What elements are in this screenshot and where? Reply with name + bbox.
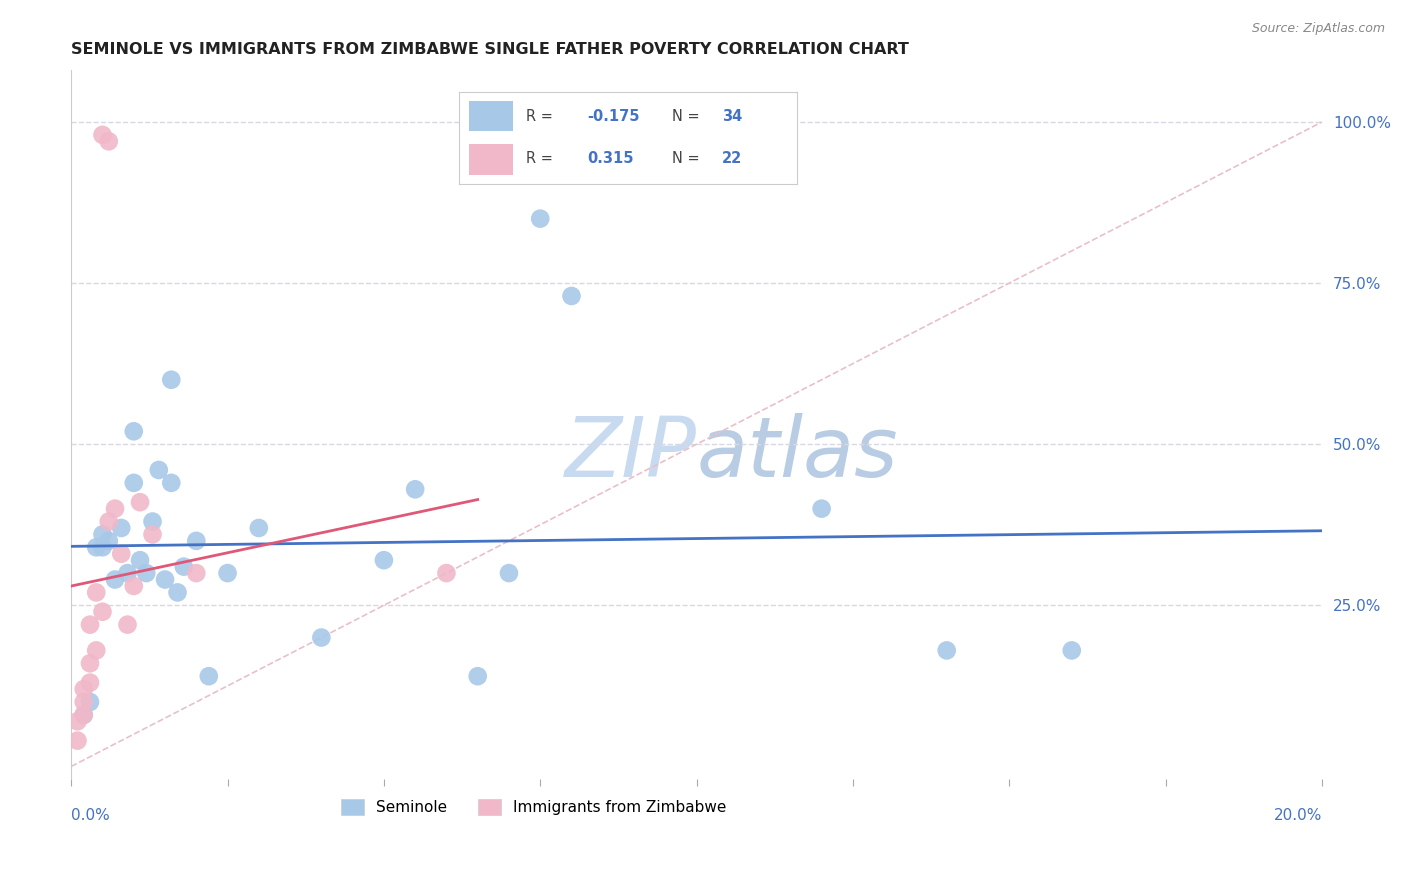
- Point: [73, 682, 96, 697]
- Point: [73, 707, 96, 722]
- Point: [79, 695, 101, 709]
- Point: [110, 547, 132, 561]
- Point: [404, 483, 426, 497]
- Point: [91, 527, 114, 541]
- Point: [110, 521, 132, 535]
- Point: [436, 566, 458, 580]
- Point: [122, 475, 145, 490]
- Point: [247, 521, 270, 535]
- Point: [498, 566, 520, 580]
- Point: [91, 128, 114, 142]
- Text: 0.0%: 0.0%: [72, 808, 110, 823]
- Point: [66, 714, 89, 729]
- Point: [84, 585, 107, 599]
- Point: [73, 695, 96, 709]
- Point: [311, 631, 333, 645]
- Point: [141, 527, 163, 541]
- Point: [141, 515, 163, 529]
- Point: [810, 501, 832, 516]
- Point: [560, 289, 582, 303]
- Point: [217, 566, 239, 580]
- Point: [129, 495, 152, 509]
- Point: [153, 573, 176, 587]
- Point: [135, 566, 157, 580]
- Point: [173, 559, 195, 574]
- Point: [117, 566, 139, 580]
- Text: ZIP: ZIP: [565, 413, 696, 493]
- Text: Source: ZipAtlas.com: Source: ZipAtlas.com: [1251, 22, 1385, 36]
- Point: [373, 553, 395, 567]
- Point: [104, 501, 127, 516]
- Point: [160, 475, 183, 490]
- Point: [935, 643, 957, 657]
- Point: [97, 533, 120, 548]
- Point: [97, 515, 120, 529]
- Point: [166, 585, 188, 599]
- Point: [79, 617, 101, 632]
- Point: [66, 733, 89, 747]
- Point: [529, 211, 551, 226]
- Point: [84, 541, 107, 555]
- Point: [160, 373, 183, 387]
- Point: [148, 463, 170, 477]
- Point: [122, 579, 145, 593]
- Point: [79, 657, 101, 671]
- Point: [73, 707, 96, 722]
- Point: [79, 675, 101, 690]
- Point: [198, 669, 221, 683]
- Point: [91, 541, 114, 555]
- Legend: Seminole, Immigrants from Zimbabwe: Seminole, Immigrants from Zimbabwe: [335, 793, 733, 822]
- Point: [1060, 643, 1083, 657]
- Point: [122, 425, 145, 439]
- Text: SEMINOLE VS IMMIGRANTS FROM ZIMBABWE SINGLE FATHER POVERTY CORRELATION CHART: SEMINOLE VS IMMIGRANTS FROM ZIMBABWE SIN…: [72, 42, 910, 57]
- Point: [84, 643, 107, 657]
- Point: [117, 617, 139, 632]
- Point: [97, 134, 120, 148]
- Point: [129, 553, 152, 567]
- Point: [186, 566, 208, 580]
- Text: atlas: atlas: [696, 413, 898, 493]
- Text: 20.0%: 20.0%: [1274, 808, 1322, 823]
- Point: [186, 533, 208, 548]
- Point: [91, 605, 114, 619]
- Point: [104, 573, 127, 587]
- Point: [467, 669, 489, 683]
